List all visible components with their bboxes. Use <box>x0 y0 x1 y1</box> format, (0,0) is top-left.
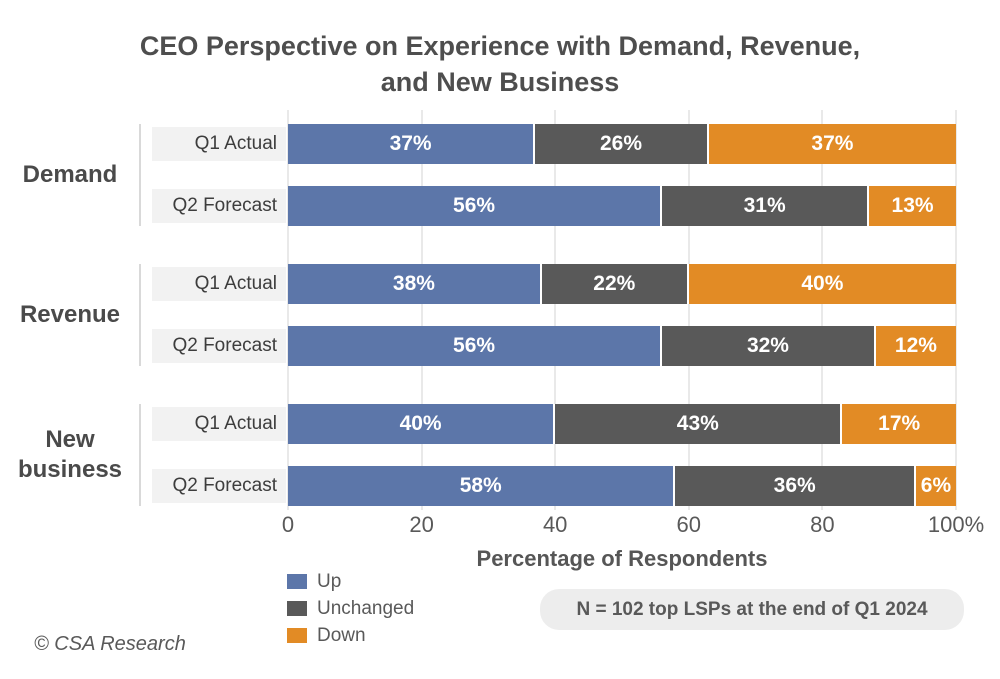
gridline-0 <box>287 110 289 510</box>
legend-swatch-unchanged <box>287 601 307 616</box>
bar-value-label: 32% <box>746 334 789 357</box>
bar-segment-down: 12% <box>875 326 956 366</box>
row-label-new-business-q1-actual: Q1 Actual <box>152 407 286 441</box>
chart-title: CEO Perspective on Experience with Deman… <box>0 28 1000 100</box>
group-divider-new-business <box>139 404 141 506</box>
row-label-new-business-q2-forecast: Q2 Forecast <box>152 469 286 503</box>
x-tick-label-80: 80 <box>810 512 835 537</box>
bar-value-label: 40% <box>801 272 844 295</box>
chart-title-line-2: and New Business <box>380 67 620 97</box>
bar-segment-up: 58% <box>288 466 676 506</box>
row-label-demand-q1-actual: Q1 Actual <box>152 127 286 161</box>
bar-segment-up: 38% <box>288 264 542 304</box>
bar-revenue-q2-forecast: 56% 32% 12% <box>288 326 956 366</box>
legend-label-down: Down <box>317 624 366 646</box>
bar-value-label: 56% <box>453 334 496 357</box>
legend-swatch-up <box>287 574 307 589</box>
chart-title-line-1: CEO Perspective on Experience with Deman… <box>139 31 861 61</box>
legend-item-down: Down <box>287 622 414 649</box>
copyright-note: © CSA Research <box>34 633 186 655</box>
bar-demand-q1-actual: 37% 26% 37% <box>288 124 956 164</box>
bar-segment-down: 37% <box>708 124 956 164</box>
bar-segment-unchanged: 32% <box>662 326 876 366</box>
bar-segment-unchanged: 31% <box>662 186 870 226</box>
bar-value-label: 6% <box>920 474 952 497</box>
bar-value-label: 17% <box>878 412 921 435</box>
bar-value-label: 31% <box>743 194 786 217</box>
legend-item-up: Up <box>287 568 414 595</box>
bar-segment-down: 40% <box>688 264 956 304</box>
bar-value-label: 22% <box>593 272 636 295</box>
group-label-revenue: Revenue <box>19 301 121 328</box>
legend-label-unchanged: Unchanged <box>317 597 415 619</box>
bar-value-label: 38% <box>392 272 435 295</box>
bar-value-label: 43% <box>676 412 719 435</box>
row-label-demand-q2-forecast: Q2 Forecast <box>152 189 286 223</box>
bar-segment-unchanged: 26% <box>535 124 709 164</box>
sample-size-note: N = 102 top LSPs at the end of Q1 2024 <box>540 589 964 630</box>
legend-swatch-down <box>287 628 307 643</box>
gridline-40 <box>554 110 557 510</box>
bar-new-business-q2-forecast: 58% 36% 6% <box>288 466 956 506</box>
group-divider-revenue <box>139 264 141 366</box>
bar-segment-down: 17% <box>842 404 956 444</box>
bar-segment-unchanged: 43% <box>555 404 843 444</box>
gridline-20 <box>420 110 423 510</box>
x-tick-label-20: 20 <box>409 512 434 537</box>
bar-value-label: 37% <box>389 132 432 155</box>
bar-value-label: 13% <box>891 194 934 217</box>
legend-label-up: Up <box>317 570 342 592</box>
bar-segment-up: 37% <box>288 124 536 164</box>
x-tick-label-60: 60 <box>676 512 702 537</box>
bar-segment-up: 56% <box>288 326 663 366</box>
bar-revenue-q1-actual: 38% 22% 40% <box>288 264 956 304</box>
bar-value-label: 12% <box>894 334 937 357</box>
bar-value-label: 26% <box>599 132 642 155</box>
group-label-new-business: New business <box>17 426 123 483</box>
bar-value-label: 56% <box>453 194 496 217</box>
legend-item-unchanged: Unchanged <box>287 595 414 622</box>
bar-demand-q2-forecast: 56% 31% 13% <box>288 186 956 226</box>
gridline-100 <box>955 110 957 510</box>
bar-segment-unchanged: 22% <box>541 264 689 304</box>
group-label-demand: Demand <box>22 161 118 188</box>
x-tick-label-0: 0 <box>281 512 295 537</box>
bar-segment-down: 13% <box>869 186 956 226</box>
bar-value-label: 58% <box>459 474 502 497</box>
bar-new-business-q1-actual: 40% 43% 17% <box>288 404 956 444</box>
group-divider-demand <box>139 124 141 226</box>
bar-segment-down: 6% <box>915 466 956 506</box>
bar-segment-unchanged: 36% <box>675 466 916 506</box>
x-axis-title: Percentage of Respondents <box>476 546 768 571</box>
bar-value-label: 40% <box>399 412 442 435</box>
legend: Up Unchanged Down <box>287 568 414 649</box>
bar-value-label: 37% <box>811 132 854 155</box>
x-tick-label-100: 100% <box>927 512 985 537</box>
row-label-revenue-q2-forecast: Q2 Forecast <box>152 329 286 363</box>
bar-segment-up: 40% <box>288 404 556 444</box>
bar-segment-up: 56% <box>288 186 663 226</box>
bar-value-label: 36% <box>773 474 816 497</box>
gridline-80 <box>821 110 824 510</box>
row-label-revenue-q1-actual: Q1 Actual <box>152 267 286 301</box>
x-tick-label-40: 40 <box>542 512 568 537</box>
gridline-60 <box>687 110 690 510</box>
